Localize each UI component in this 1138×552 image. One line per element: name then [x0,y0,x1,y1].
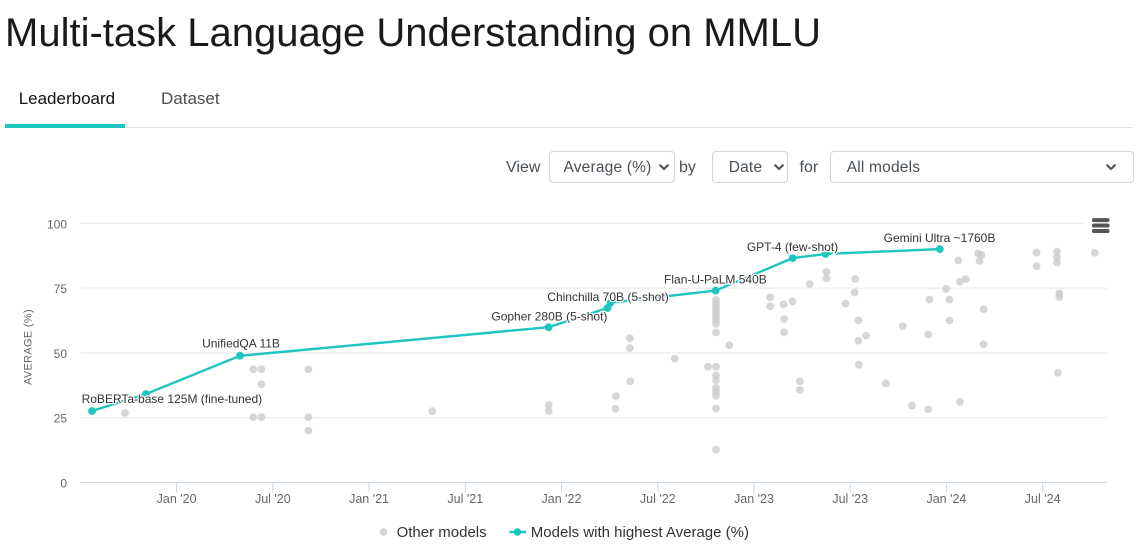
svg-text:Jul '21: Jul '21 [447,492,483,506]
svg-text:Flan-U-PaLM 540B: Flan-U-PaLM 540B [664,272,767,286]
svg-text:Jan '21: Jan '21 [349,492,389,506]
svg-text:Gopher 280B (5-shot): Gopher 280B (5-shot) [491,310,607,324]
svg-text:Jul '23: Jul '23 [832,492,868,506]
svg-text:Jul '24: Jul '24 [1025,492,1061,506]
svg-text:0: 0 [60,477,67,491]
svg-text:RoBERTa-base 125M (fine-tuned): RoBERTa-base 125M (fine-tuned) [82,392,263,406]
svg-text:Jan '24: Jan '24 [926,492,966,506]
svg-text:75: 75 [54,282,68,296]
svg-text:Jan '20: Jan '20 [157,492,197,506]
svg-text:100: 100 [47,217,67,231]
svg-text:Jan '22: Jan '22 [542,492,582,506]
svg-text:AVERAGE (%): AVERAGE (%) [23,309,35,385]
svg-text:GPT-4 (few-shot): GPT-4 (few-shot) [747,240,838,254]
svg-text:Gemini Ultra ~1760B: Gemini Ultra ~1760B [884,231,996,245]
svg-text:Jan '23: Jan '23 [734,492,774,506]
svg-text:UnifiedQA 11B: UnifiedQA 11B [202,337,280,351]
svg-text:Other models: Other models [397,524,487,541]
svg-text:25: 25 [54,412,68,426]
svg-text:Jul '22: Jul '22 [640,492,676,506]
svg-text:Models with highest Average (%: Models with highest Average (%) [531,524,749,541]
svg-text:Jul '20: Jul '20 [255,492,291,506]
svg-text:50: 50 [54,347,68,361]
svg-text:Chinchilla 70B (5-shot): Chinchilla 70B (5-shot) [547,290,668,304]
